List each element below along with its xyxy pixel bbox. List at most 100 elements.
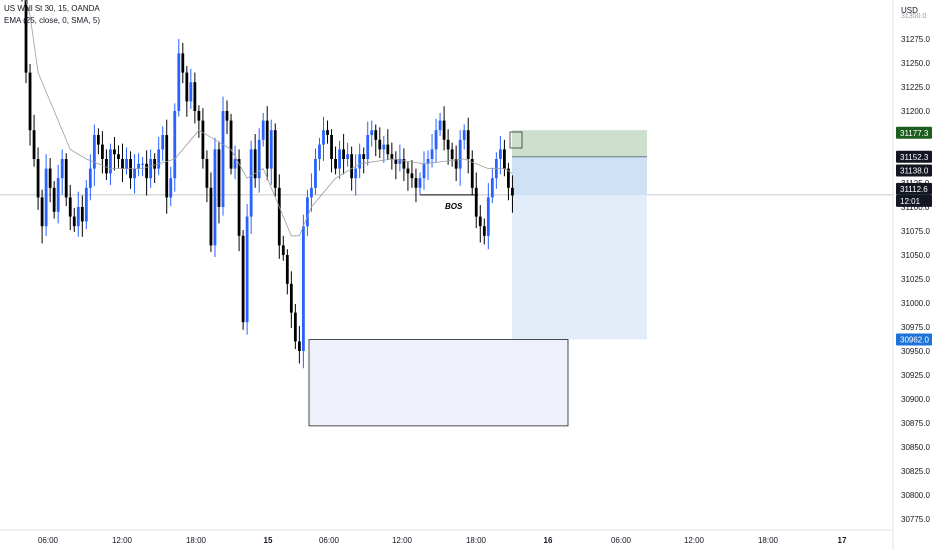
candle-body: [418, 178, 422, 188]
price-label-bg: [896, 194, 932, 207]
y-tick-label: 30825.0: [901, 467, 930, 476]
y-tick-label: 30925.0: [901, 371, 930, 380]
candle-body: [426, 159, 430, 164]
x-tick-label: 12:00: [112, 536, 133, 545]
candle-body: [121, 159, 124, 169]
entry-marker-box: [509, 131, 523, 149]
candle-body: [450, 149, 454, 159]
candle-body: [490, 178, 494, 198]
x-tick-label: 06:00: [319, 536, 340, 545]
candle-body: [410, 173, 414, 179]
candle-body: [478, 216, 482, 227]
candle-body: [177, 53, 181, 111]
candle-body: [318, 144, 321, 159]
x-tick-label: 12:00: [684, 536, 705, 545]
candle-body: [88, 168, 92, 188]
candle-body: [382, 144, 386, 150]
candle-body: [285, 255, 289, 284]
stop-zone-lower: [512, 194, 647, 340]
candle-body: [293, 312, 297, 342]
candle-body: [101, 144, 104, 159]
candle-body: [511, 187, 514, 196]
candle-body: [169, 178, 173, 198]
candle-body: [209, 187, 213, 246]
candle-body: [257, 139, 261, 179]
candle-body: [141, 163, 144, 165]
candle-body: [362, 154, 366, 159]
candle-body: [56, 178, 60, 212]
x-tick-label: 17: [838, 536, 847, 545]
x-tick-label: 15: [264, 536, 273, 545]
candle-body: [213, 149, 217, 246]
candle-body: [249, 149, 253, 217]
candle-body: [137, 163, 140, 169]
candle-body: [466, 130, 470, 159]
y-tick-label: 30850.0: [901, 443, 930, 452]
candle-body: [117, 154, 120, 159]
candle-body: [40, 197, 44, 227]
candle-body: [68, 197, 72, 217]
candle-body: [386, 144, 390, 155]
y-tick-label: 30775.0: [901, 515, 930, 524]
candle-body: [105, 159, 108, 174]
candle-body: [422, 163, 426, 179]
candle-body: [265, 120, 269, 169]
candle-body: [302, 226, 305, 351]
candle-body: [366, 135, 370, 159]
y-tick-label: 31275.0: [901, 35, 930, 44]
candle-body: [289, 283, 293, 313]
price-label: 31138.0: [900, 167, 929, 176]
y-tick-label: 30950.0: [901, 347, 930, 356]
candle-body: [205, 159, 209, 188]
candle-body: [378, 139, 382, 150]
candle-body: [193, 82, 197, 111]
candle-body: [52, 187, 56, 212]
y-tick-label: 31100.0: [901, 203, 930, 212]
y-tick-label: 30900.0: [901, 395, 930, 404]
candle-body: [370, 130, 374, 135]
candle-body: [201, 120, 205, 159]
demand-zone-box: [308, 339, 569, 427]
price-label: 30962.0: [900, 335, 929, 344]
candle-body: [64, 159, 68, 198]
x-tick-label: 16: [544, 536, 553, 545]
candle-body: [161, 135, 165, 150]
candle-body: [165, 135, 169, 198]
candle-body: [72, 216, 76, 227]
candle-body: [354, 168, 358, 179]
candle-body: [229, 120, 233, 169]
candle-body: [314, 159, 317, 188]
candle-body: [498, 149, 502, 159]
candle-body: [470, 159, 474, 188]
x-tick-label: 18:00: [466, 536, 487, 545]
candle-body: [80, 207, 84, 222]
candle-body: [84, 187, 88, 222]
candle-body: [273, 130, 277, 188]
candle-body: [269, 130, 273, 169]
bos-label: BOS: [445, 202, 463, 211]
candle-body: [233, 159, 237, 169]
candle-body: [60, 159, 64, 179]
chart-legend: US Wall St 30, 15, OANDA EMA (25, close,…: [4, 3, 100, 27]
price-label: 12:01: [900, 197, 921, 206]
candle-body: [394, 159, 398, 164]
candle-body: [125, 159, 128, 169]
price-label: 31112.6: [900, 185, 928, 194]
y-tick-label: 30875.0: [901, 419, 930, 428]
candle-body: [189, 82, 193, 102]
candle-body: [346, 154, 350, 159]
candle-body: [374, 130, 378, 140]
y-tick-label: 31300.0: [901, 13, 926, 20]
y-tick-label: 31050.0: [901, 251, 930, 260]
candle-body: [297, 341, 301, 351]
candle-body: [96, 135, 100, 145]
candle-body: [482, 226, 486, 236]
candle-body: [225, 111, 229, 121]
ema-indicator-label: EMA (25, close, 0, SMA, 5): [4, 16, 101, 25]
candle-body: [390, 154, 394, 159]
candle-body: [434, 130, 438, 150]
candle-body: [253, 149, 257, 179]
candle-body: [442, 120, 446, 140]
